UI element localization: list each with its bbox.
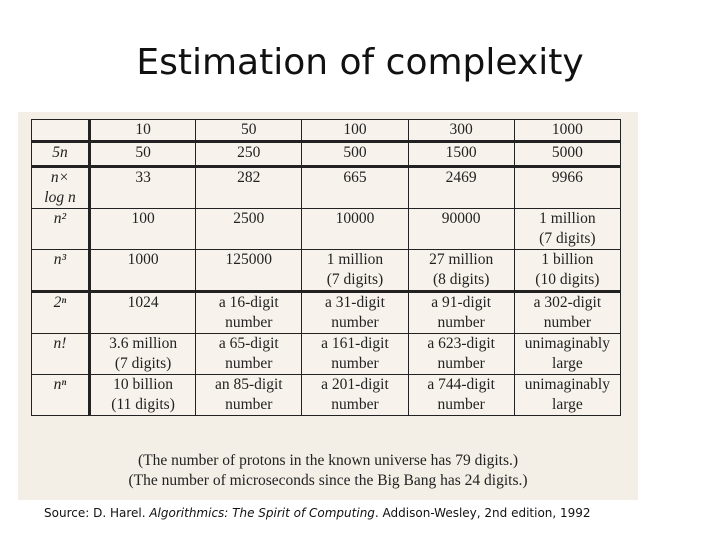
table-cell: 1 billion (10 digits) (513, 249, 622, 292)
table-cell: 50 (88, 140, 197, 167)
table-cell: unimaginably large (513, 374, 622, 416)
header-cell: 300 (407, 119, 515, 142)
complexity-table-figure: 10 50 100 300 1000 5n 50 250 500 1500 50… (18, 112, 638, 500)
table-cell: 2469 (407, 165, 515, 209)
table-row: n× log n 33 282 665 2469 9966 (31, 165, 622, 209)
page-title: Estimation of complexity (136, 42, 584, 83)
table-cell: a 16-digit number (195, 290, 303, 334)
table-cell: a 161-digit number (301, 333, 409, 375)
table-cell: a 91-digit number (407, 290, 515, 334)
row-label: 2ⁿ (31, 290, 91, 334)
header-row: 10 50 100 300 1000 (31, 119, 622, 142)
header-cell: 10 (88, 119, 197, 142)
table-cell: a 302-digit number (513, 290, 622, 334)
table-cell: 125000 (195, 249, 303, 292)
table-cell: 282 (195, 165, 303, 209)
table-cell: 2500 (195, 208, 303, 250)
table-row: 5n 50 250 500 1500 5000 (31, 140, 622, 167)
table-cell: a 744-digit number (407, 374, 515, 416)
table-cell: a 65-digit number (195, 333, 303, 375)
table-cell: 1024 (88, 290, 197, 334)
table-cell: 10 billion (11 digits) (88, 374, 197, 416)
table-cell: unimaginably large (513, 333, 622, 375)
table-cell: a 31-digit number (301, 290, 409, 334)
row-label: n² (31, 208, 91, 250)
source-book-title: Algorithmics: The Spirit of Computing (149, 506, 375, 520)
footnote-protons: (The number of protons in the known univ… (137, 452, 519, 469)
table-row: 2ⁿ 1024 a 16-digit number a 31-digit numbe… (31, 290, 622, 334)
header-cell (31, 119, 91, 142)
header-cell: 50 (195, 119, 303, 142)
table-cell: 3.6 million (7 digits) (88, 333, 197, 375)
table-row: n³ 1000 125000 1 million (7 digits) 27 mi… (31, 249, 622, 292)
table-cell: 10000 (301, 208, 409, 250)
table-cell: 500 (301, 140, 409, 167)
row-label: n× log n (31, 165, 91, 209)
table-cell: 90000 (407, 208, 515, 250)
table-row: nⁿ 10 billion (11 digits) an 85-digit numb… (31, 374, 622, 416)
table-cell: an 85-digit number (195, 374, 303, 416)
table-cell: 1000 (88, 249, 197, 292)
source-suffix: . Addison-Wesley, 2nd edition, 1992 (374, 506, 591, 520)
header-cell: 1000 (513, 119, 622, 142)
table-cell: 1500 (407, 140, 515, 167)
table-cell: 1 million (7 digits) (513, 208, 622, 250)
table-cell: 27 million (8 digits) (407, 249, 515, 292)
table-cell: 100 (88, 208, 197, 250)
row-label: 5n (31, 140, 91, 167)
table-cell: 665 (301, 165, 409, 209)
complexity-table: 10 50 100 300 1000 5n 50 250 500 1500 50… (31, 119, 622, 416)
footnote-microseconds: (The number of microseconds since the Bi… (128, 472, 528, 489)
row-label: nⁿ (31, 374, 91, 416)
table-cell: 9966 (513, 165, 622, 209)
header-cell: 100 (301, 119, 409, 142)
source-prefix: Source: D. Harel. (44, 506, 150, 520)
table-cell: 1 million (7 digits) (301, 249, 409, 292)
table-cell: a 623-digit number (407, 333, 515, 375)
row-label: n! (31, 333, 91, 375)
row-label: n³ (31, 249, 91, 292)
table-cell: a 201-digit number (301, 374, 409, 416)
table-cell: 33 (88, 165, 197, 209)
table-row: n² 100 2500 10000 90000 1 million (7 digi… (31, 208, 622, 250)
table-cell: 250 (195, 140, 303, 167)
table-cell: 5000 (513, 140, 622, 167)
source-citation: Source: D. Harel. Algorithmics: The Spir… (44, 506, 684, 520)
table-row: n! 3.6 million (7 digits) a 65-digit numbe… (31, 333, 622, 375)
